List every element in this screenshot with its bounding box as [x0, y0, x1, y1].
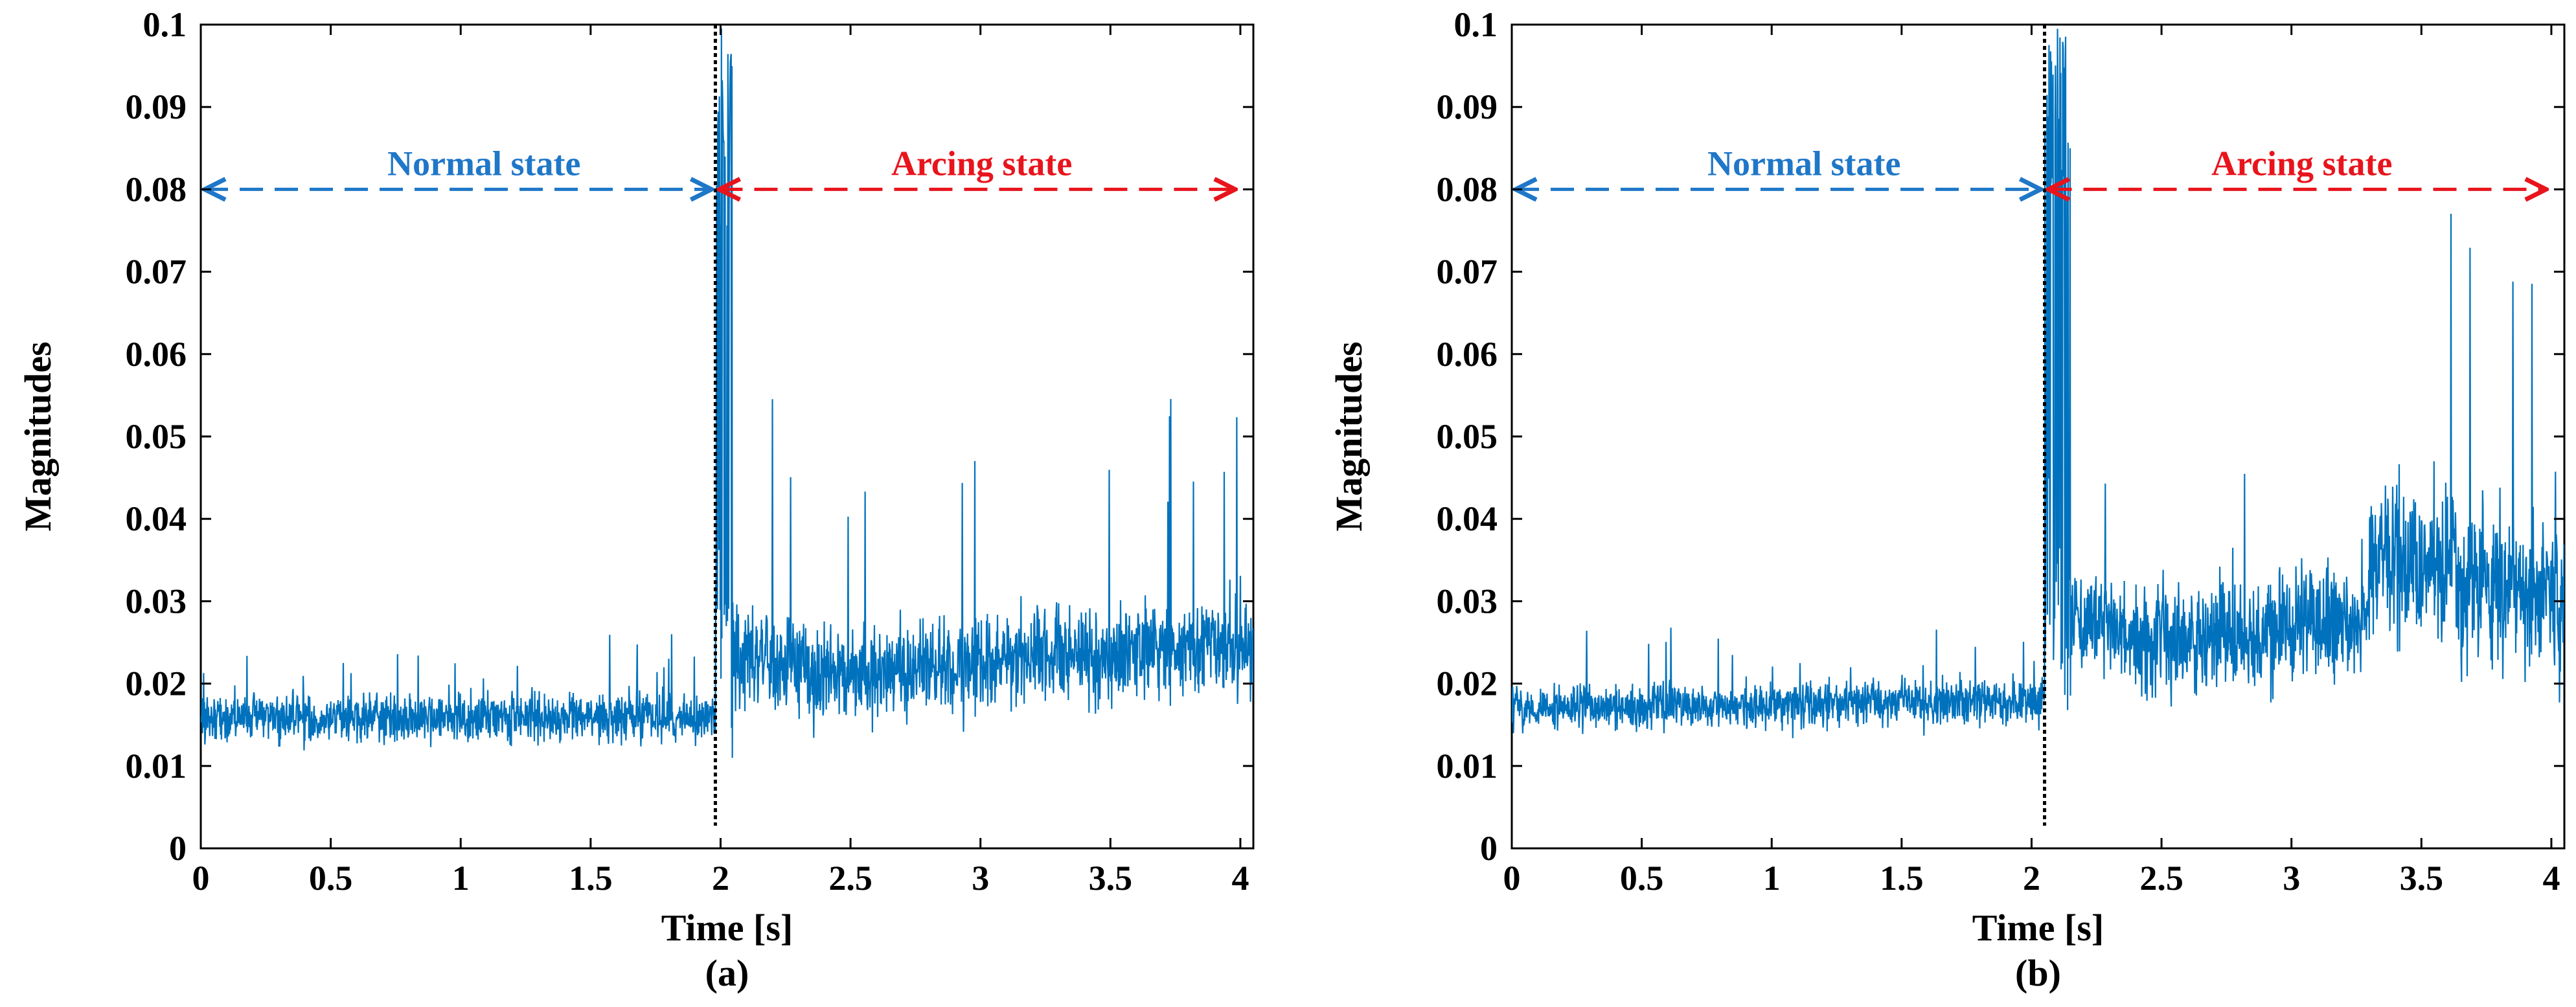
x-tick-label: 2 — [2023, 859, 2040, 898]
x-axis-label: Time [s] — [1972, 907, 2104, 949]
normal-state-label: Normal state — [387, 144, 580, 183]
arcing-state-label: Arcing state — [2211, 144, 2392, 183]
panel-label: (a) — [705, 952, 749, 994]
y-tick-label: 0.05 — [1437, 417, 1498, 456]
x-tick-label: 4 — [1231, 859, 1249, 898]
normal-state-label: Normal state — [1707, 144, 1900, 183]
chart-panel-a: Normal state Arcing state 0 0.5 1 1.5 2 2.5 3 3.5… — [17, 5, 1255, 994]
x-tick-label: 1.5 — [569, 859, 613, 898]
y-tick-label: 0.1 — [143, 5, 187, 44]
y-tick-label: 0.01 — [126, 747, 187, 786]
x-tick-label: 3.5 — [1089, 859, 1133, 898]
y-tick-label: 0.09 — [126, 87, 187, 126]
x-tick-label: 4 — [2542, 859, 2560, 898]
y-tick-label: 0.05 — [126, 417, 187, 456]
y-axis-label: Magnitudes — [17, 341, 59, 531]
y-tick-label: 0.02 — [126, 664, 187, 703]
series-line-magnitude — [1512, 28, 2564, 738]
plot-frame — [1510, 23, 2566, 850]
y-tick-label: 0.1 — [1454, 5, 1498, 44]
x-tick-label: 2 — [712, 859, 729, 898]
x-tick-label: 0.5 — [1620, 859, 1664, 898]
x-tick-label: 3 — [972, 859, 989, 898]
y-tick-label: 0.04 — [1437, 499, 1498, 538]
y-tick-label: 0.08 — [1437, 170, 1498, 209]
y-tick-label: 0.03 — [126, 582, 187, 620]
x-axis-label: Time [s] — [661, 907, 793, 949]
y-tick-label: 0.07 — [1437, 253, 1498, 291]
y-tick-label: 0.02 — [1437, 664, 1498, 703]
x-tick-label: 0 — [192, 859, 210, 898]
x-tick-label: 3 — [2283, 859, 2300, 898]
x-tick-label: 3.5 — [2400, 859, 2444, 898]
y-tick-label: 0.03 — [1437, 582, 1498, 620]
x-tick-label: 2.5 — [828, 859, 872, 898]
x-tick-label: 1 — [1763, 859, 1781, 898]
arcing-state-label: Arcing state — [891, 144, 1072, 183]
y-tick-label: 0.06 — [1437, 335, 1498, 374]
x-tick-label: 0 — [1503, 859, 1521, 898]
panel-label: (b) — [2015, 952, 2061, 994]
y-tick-label: 0.06 — [126, 335, 187, 374]
y-tick-label: 0.04 — [126, 499, 187, 538]
y-axis-label: Magnitudes — [1328, 341, 1370, 531]
x-tick-label: 0.5 — [309, 859, 353, 898]
series-line-magnitude — [201, 28, 1253, 758]
x-tick-label: 1.5 — [1880, 859, 1924, 898]
x-tick-label: 2.5 — [2139, 859, 2183, 898]
y-tick-label: 0.08 — [126, 170, 187, 209]
y-tick-label: 0.09 — [1437, 87, 1498, 126]
y-tick-label: 0 — [169, 829, 187, 868]
y-tick-label: 0.07 — [126, 253, 187, 291]
y-tick-label: 0.01 — [1437, 747, 1498, 786]
x-tick-label: 1 — [452, 859, 470, 898]
y-tick-label: 0 — [1480, 829, 1498, 868]
chart-panel-b: Normal state Arcing state 0 0.5 1 1.5 2 2.5 3 3.5… — [1328, 5, 2566, 994]
